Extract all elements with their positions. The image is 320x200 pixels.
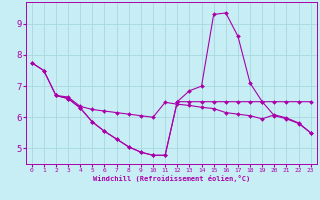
X-axis label: Windchill (Refroidissement éolien,°C): Windchill (Refroidissement éolien,°C) [92, 175, 250, 182]
